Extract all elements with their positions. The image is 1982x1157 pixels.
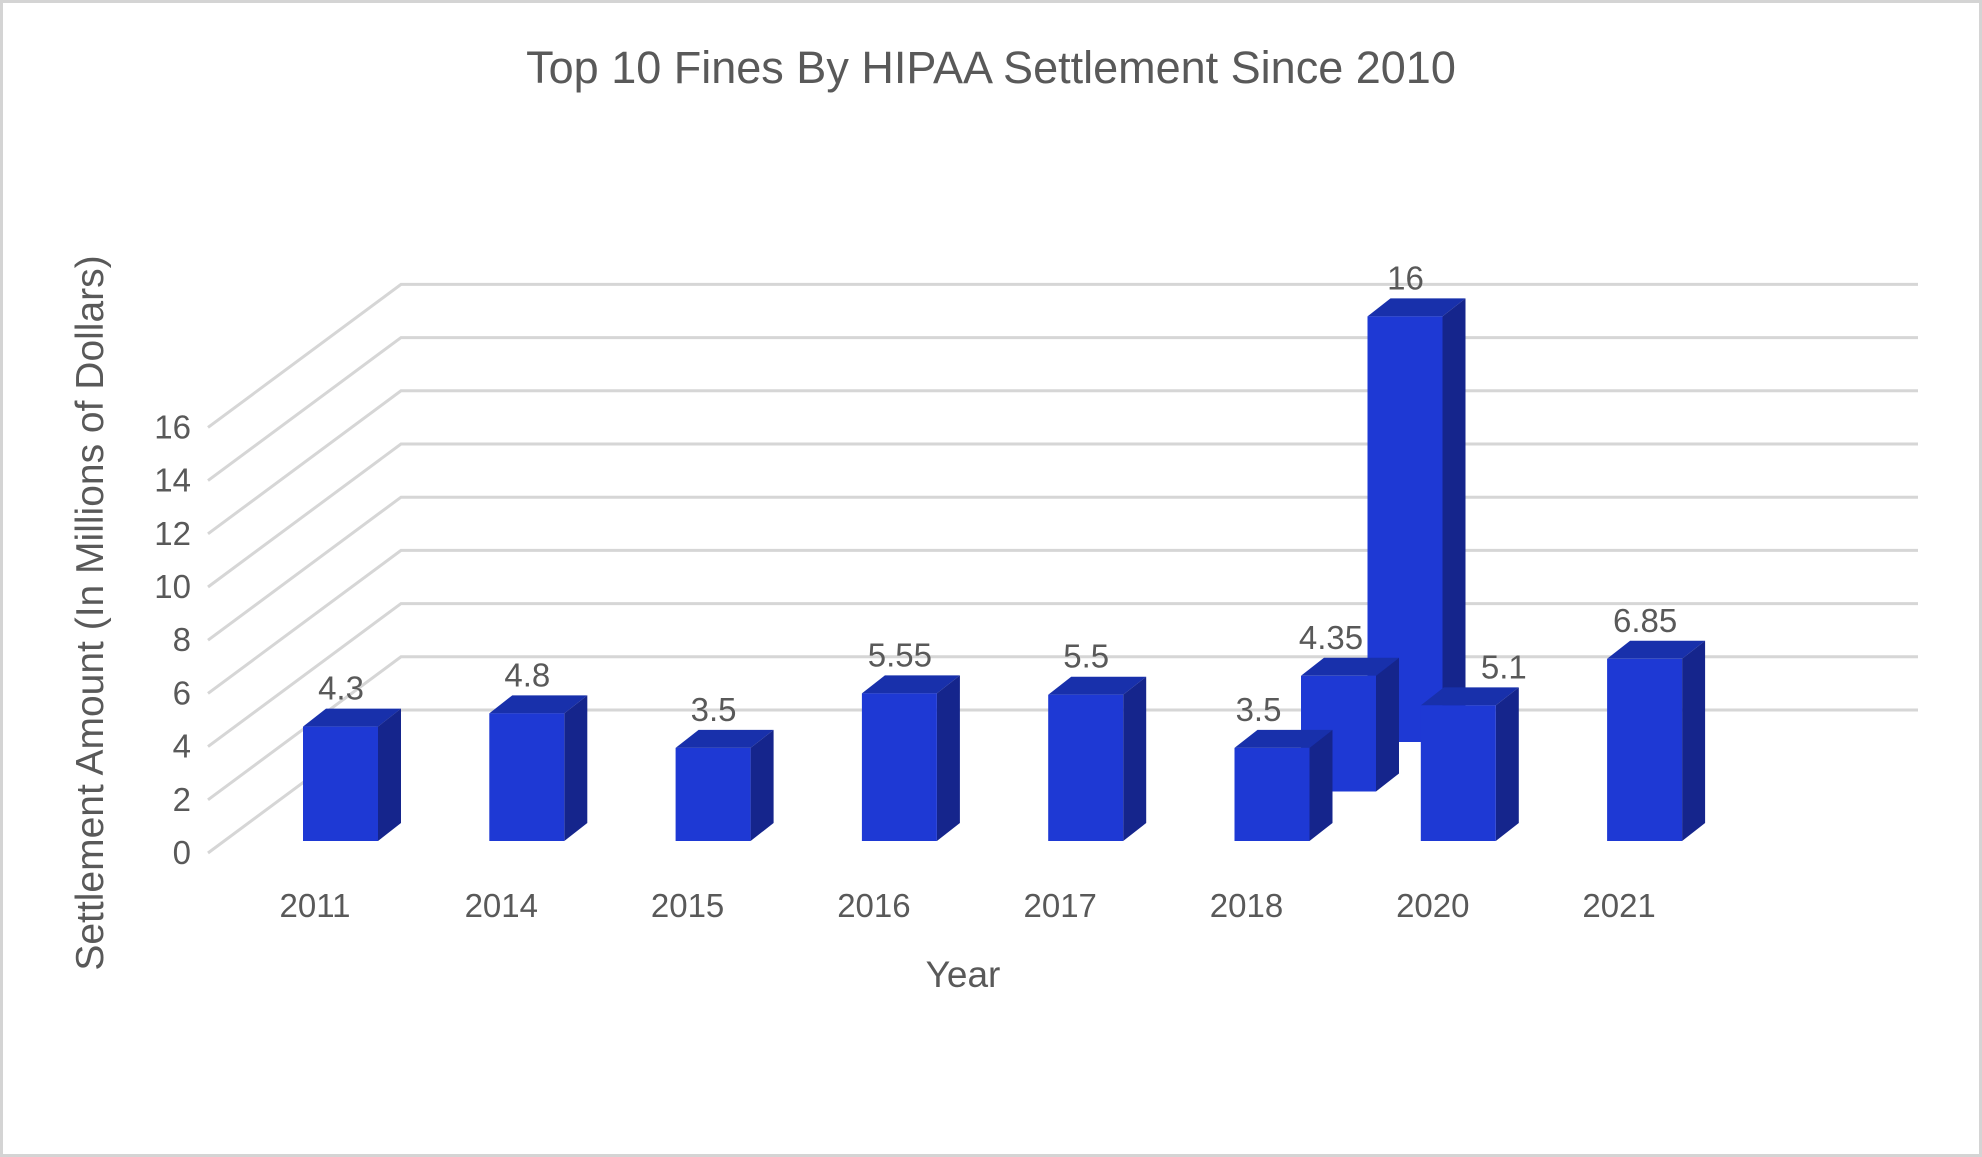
y-axis-title: Settlement Amount (In Millions of Dollar…: [69, 255, 112, 970]
bar-front-face: [303, 726, 378, 841]
bar-data-label: 3.5: [1236, 691, 1282, 728]
x-category-label: 2015: [651, 887, 724, 924]
bar-front-face: [1420, 705, 1496, 841]
y-tick-label: 4: [173, 728, 191, 765]
y-tick-label: 14: [154, 462, 191, 499]
bar-data-label: 5.1: [1481, 648, 1527, 685]
bar-top-face: [303, 708, 401, 727]
bar: [861, 675, 960, 841]
bar-side-face: [1376, 657, 1399, 792]
bar-front-face: [1234, 747, 1310, 841]
bar: [303, 708, 401, 841]
y-tick-label: 6: [173, 674, 191, 711]
y-tick-label: 16: [154, 408, 191, 445]
bar-top-face: [1301, 657, 1399, 676]
bar: [1420, 687, 1519, 841]
y-tick-label: 0: [173, 834, 191, 871]
bar-side-face: [1123, 676, 1147, 841]
bar: [489, 695, 588, 841]
bar-data-label: 16: [1387, 259, 1424, 296]
bar-data-label: 5.55: [868, 636, 932, 673]
bar-front-face: [1607, 658, 1683, 841]
bar-side-face: [564, 695, 588, 841]
bar-top-face: [1234, 729, 1333, 748]
bar: [1234, 729, 1333, 841]
bar-front-face: [1048, 694, 1124, 841]
bar-data-label: 4.3: [318, 670, 364, 707]
x-category-label: 2016: [837, 887, 910, 924]
bar-front-face: [861, 693, 937, 841]
bar: [675, 729, 774, 841]
bar-top-face: [1420, 687, 1519, 706]
gridline: [207, 389, 1918, 536]
bar-top-face: [675, 729, 774, 748]
gridline: [207, 282, 1918, 429]
bar: [1048, 676, 1147, 841]
x-category-label: 2014: [465, 887, 538, 924]
x-category-label: 2020: [1396, 887, 1469, 924]
bar-front-face: [489, 713, 565, 841]
y-tick-label: 2: [173, 781, 191, 818]
y-tick-label: 8: [173, 621, 191, 658]
bar: [1607, 640, 1706, 841]
bars-layer: [303, 298, 1706, 841]
bar-data-label: 3.5: [691, 691, 737, 728]
bar-side-face: [378, 708, 401, 841]
bar-side-face: [1309, 729, 1333, 841]
gridline: [207, 442, 1918, 589]
y-tick-label: 12: [154, 515, 191, 552]
bar-side-face: [936, 675, 960, 841]
bar-top-face: [1048, 676, 1147, 695]
bar-top-face: [1367, 298, 1466, 317]
data-labels-layer: 16 4.35 4.3 4.8 3.5 5.55 5.5 3.5 5.1 6.85: [318, 259, 1677, 728]
bar-side-face: [750, 729, 774, 841]
x-axis-title: Year: [926, 954, 1001, 995]
x-category-labels-layer: 2011 2014 2015 2016 2017 2018 2020 2021: [280, 887, 1656, 924]
bar-side-face: [1682, 640, 1706, 841]
bar-side-face: [1495, 687, 1519, 841]
bar-top-face: [861, 675, 960, 694]
x-category-label: 2017: [1023, 887, 1096, 924]
y-tick-labels-layer: 0 2 4 6 8 10 12 14 16: [154, 408, 191, 871]
bar-data-label: 4.8: [504, 656, 550, 693]
bar-top-face: [1607, 640, 1706, 659]
bar-side-face: [1442, 298, 1466, 742]
gridline: [207, 336, 1918, 482]
bar-top-face: [489, 695, 588, 714]
x-category-label: 2018: [1210, 887, 1283, 924]
bar-front-face: [675, 747, 751, 841]
bar-data-label: 5.5: [1063, 638, 1109, 675]
x-category-label: 2021: [1582, 887, 1655, 924]
bar-data-label: 6.85: [1613, 602, 1677, 639]
x-category-label: 2011: [280, 887, 351, 924]
y-tick-label: 10: [154, 568, 191, 605]
gridlines-layer: [207, 282, 1918, 855]
chart-title: Top 10 Fines By HIPAA Settlement Since 2…: [526, 42, 1456, 93]
bar-data-label: 4.35: [1299, 619, 1363, 656]
